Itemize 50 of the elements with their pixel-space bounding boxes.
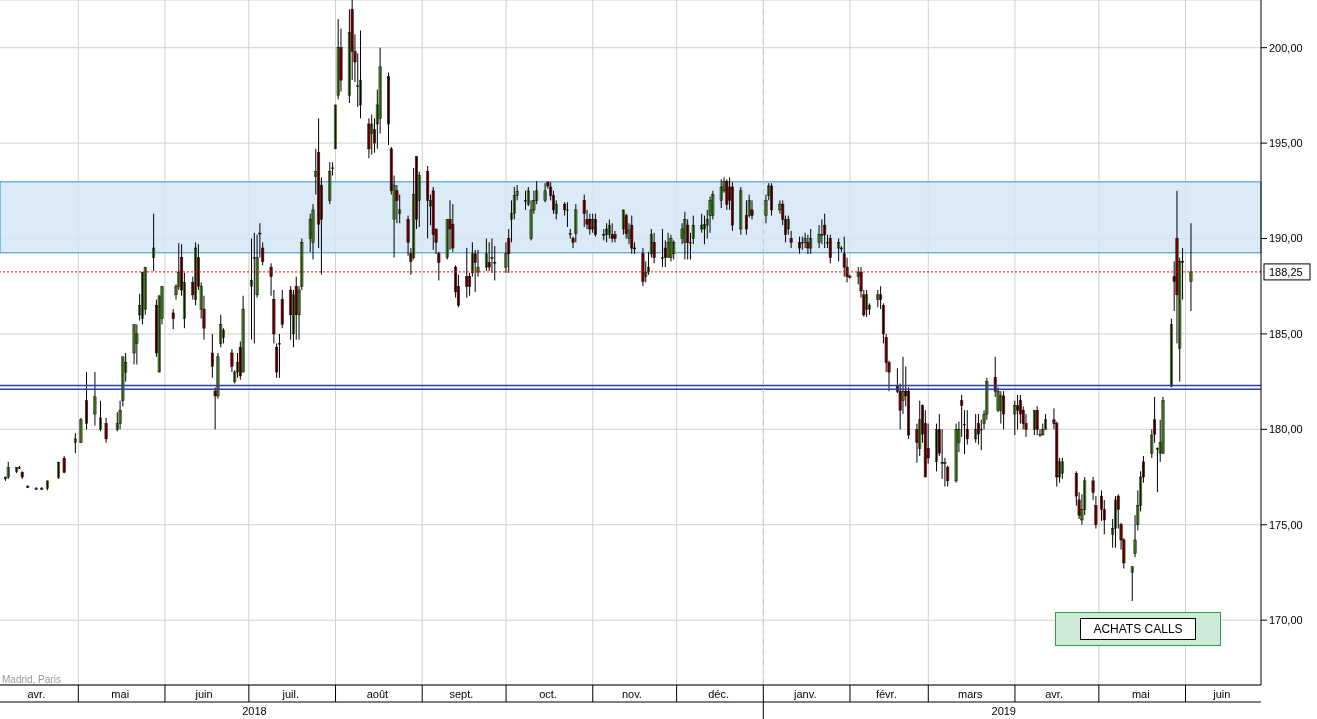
x-tick-label: avr. [1045, 688, 1063, 700]
y-tick-label: 175,00 [1269, 518, 1303, 531]
candlestick [624, 213, 628, 240]
candlestick [719, 178, 723, 209]
candlestick [809, 228, 813, 255]
candlestick [280, 289, 284, 329]
x-tick-label: févr. [875, 688, 897, 700]
x-tick-label: déc. [708, 688, 729, 700]
candlestick [20, 470, 24, 480]
x-tick-label: oct. [539, 688, 557, 700]
candlestick [630, 215, 634, 255]
candlestick [582, 194, 586, 228]
annotation: ACHATS CALLS [1080, 618, 1196, 640]
x-tick-label: janv. [793, 688, 817, 700]
y-tick-label: 185,00 [1269, 327, 1303, 340]
x-tick-label: juin [1212, 688, 1231, 700]
candlestick [278, 333, 281, 379]
candlestick [739, 186, 743, 236]
y-tick-label: 195,00 [1269, 137, 1303, 150]
candlestick [328, 161, 332, 205]
x-tick-label: juin [194, 688, 213, 700]
candlestick [487, 241, 491, 272]
candlestick [566, 201, 569, 228]
candlestick [451, 203, 455, 253]
annotation: Madrid, Paris [2, 674, 61, 685]
x2-tick-label: 2019 [991, 705, 1017, 717]
x-tick-label: nov. [621, 688, 642, 700]
candlestick [333, 104, 337, 150]
ref-line-label: 188,25 [1269, 265, 1303, 278]
callout-box: ACHATS CALLS [1055, 612, 1221, 646]
candlestick [1035, 405, 1039, 436]
x-tick-label: mai [111, 688, 130, 700]
candlestick [171, 308, 175, 330]
x-tick-label: mai [1131, 688, 1150, 700]
y-tick-label: 190,00 [1269, 232, 1303, 245]
x-tick-label: avr. [27, 688, 46, 700]
x-tick-label: mars [957, 688, 983, 700]
x2-tick-label: 2018 [242, 705, 267, 717]
y-tick-label: 170,00 [1269, 614, 1303, 627]
x-tick-label: juil. [281, 688, 300, 700]
candlestick [1041, 423, 1045, 436]
candlestick [62, 455, 66, 474]
candlestick [6, 461, 10, 480]
x-tick-label: août [366, 688, 389, 700]
x-tick-label: sept. [449, 688, 474, 700]
candlestick [1130, 566, 1134, 602]
y-tick-label: 200,00 [1269, 41, 1303, 54]
candlestick [672, 239, 676, 260]
y-tick-label: 180,00 [1269, 423, 1303, 436]
candlestick [837, 238, 841, 262]
